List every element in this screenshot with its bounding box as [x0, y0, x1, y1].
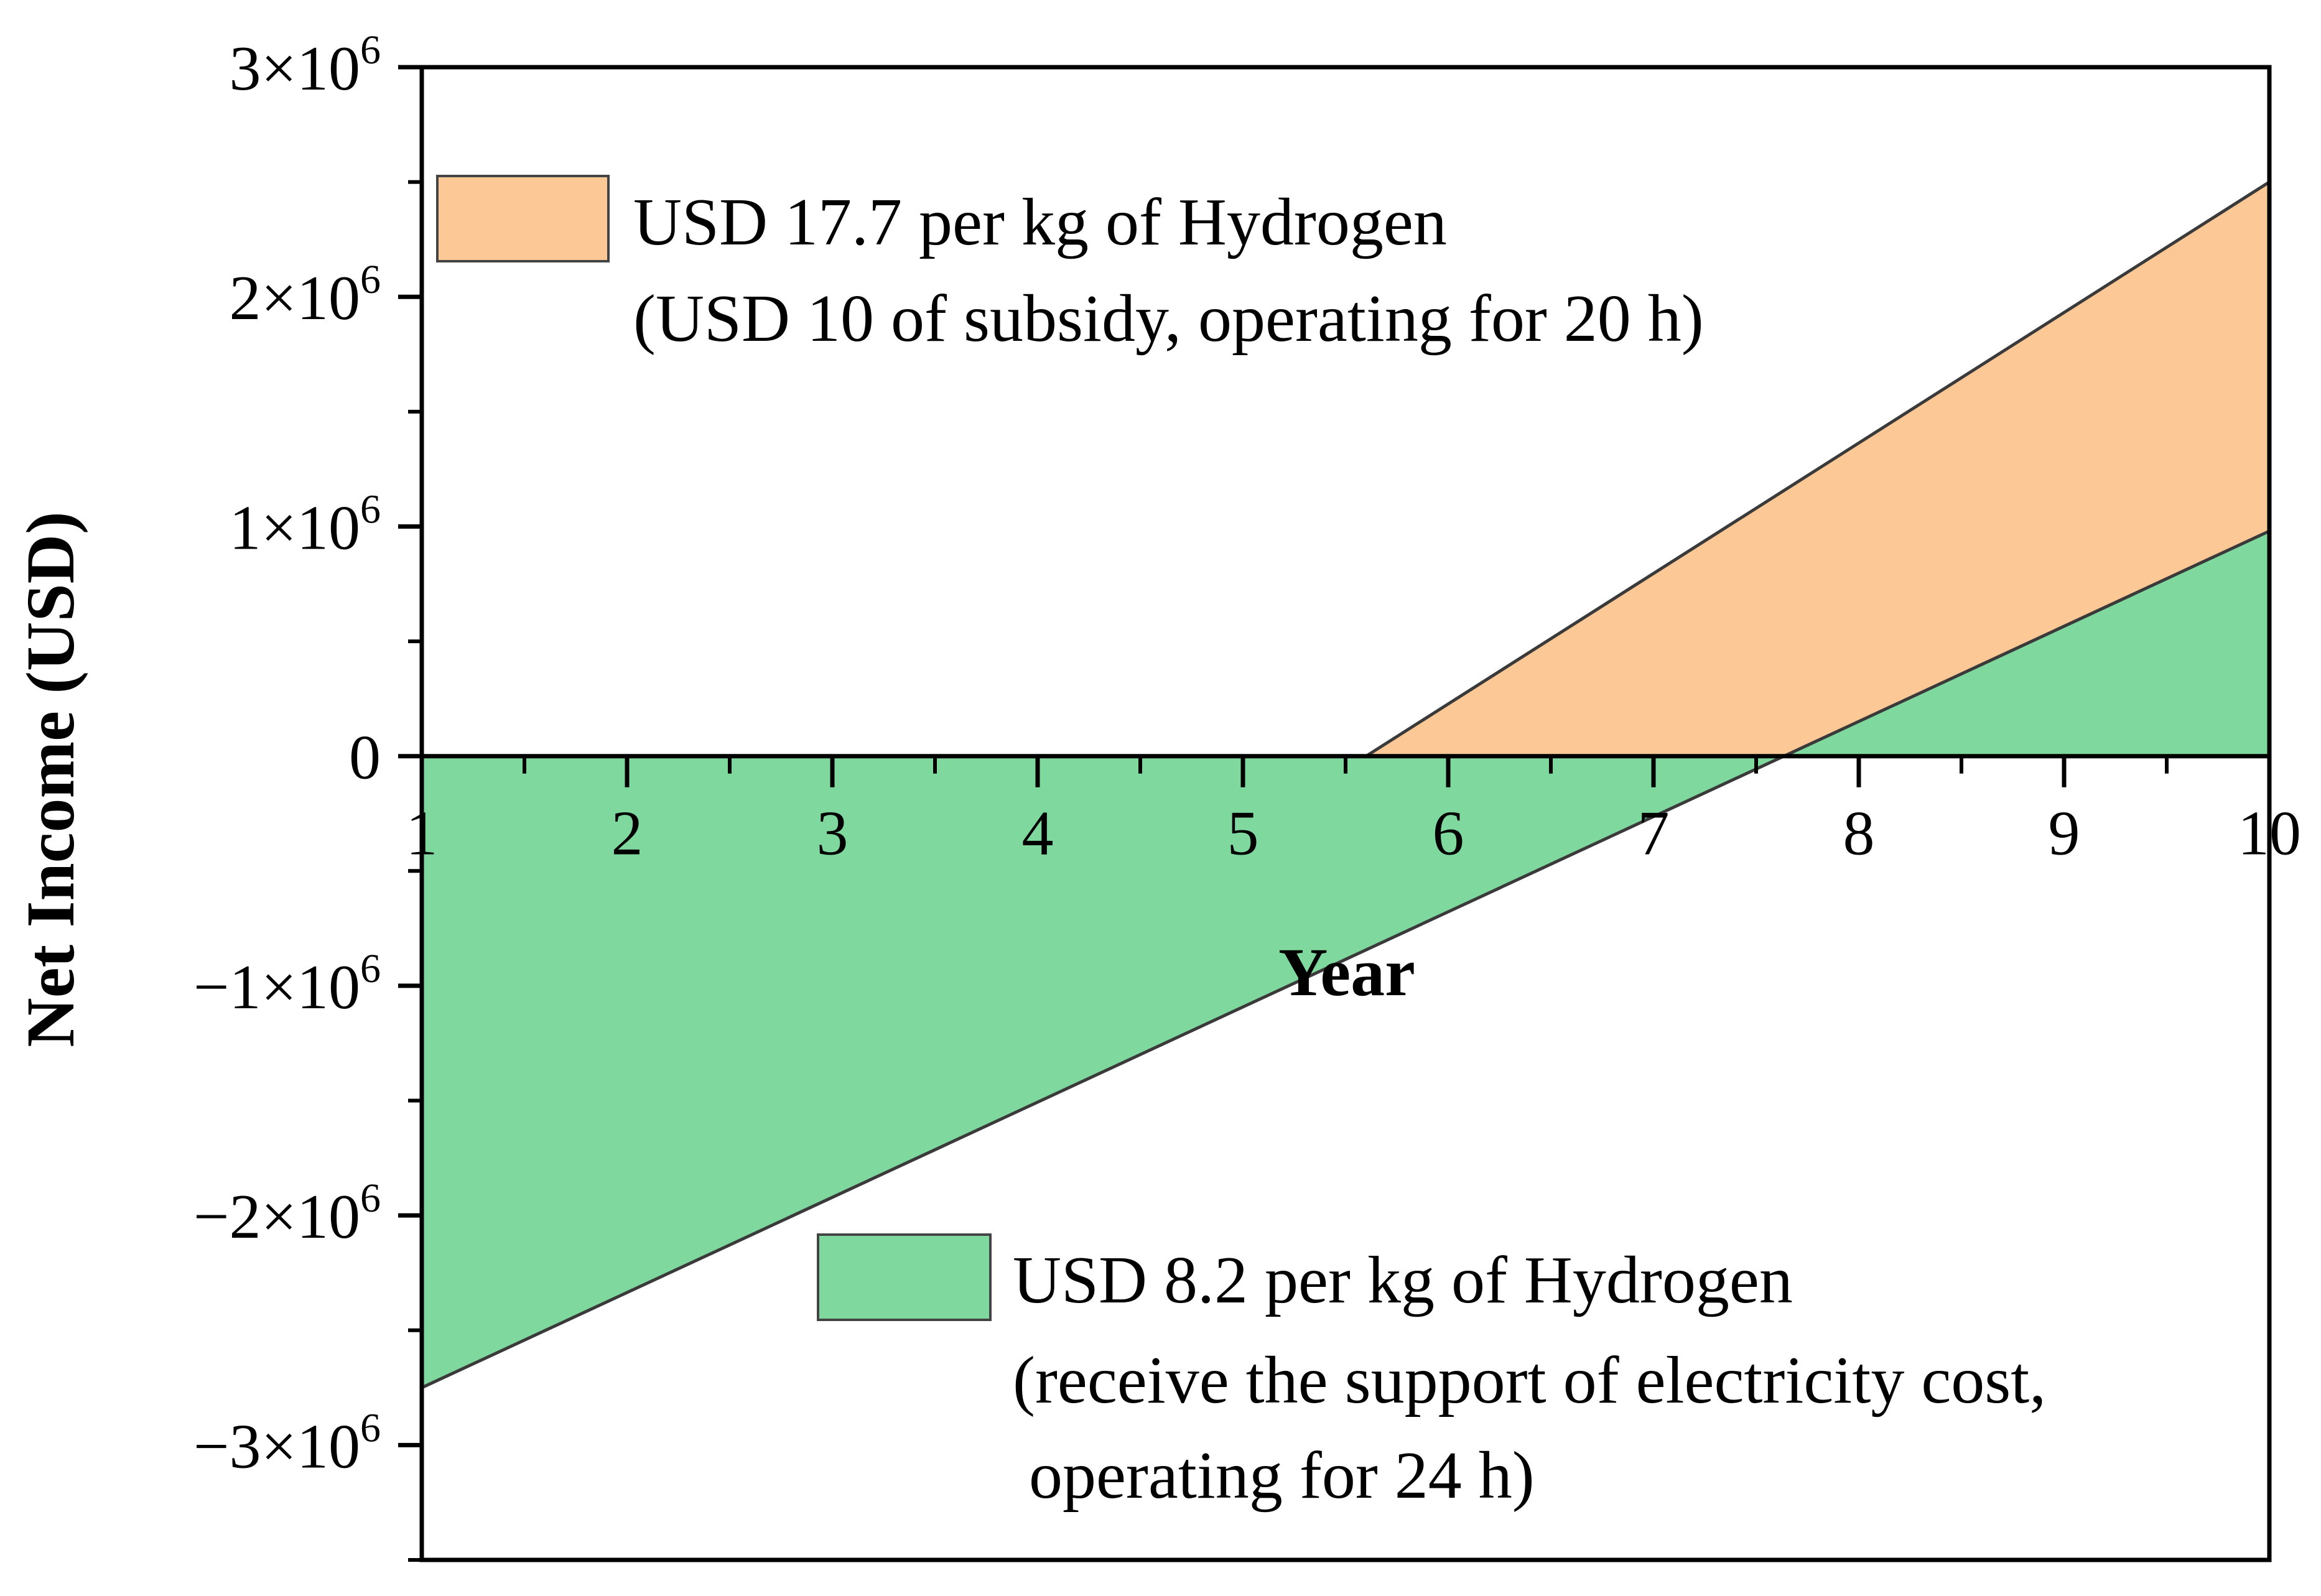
- legend-note-series-2: (receive the support of electricity cost…: [1013, 1343, 2046, 1417]
- x-tick-label: 6: [1433, 799, 1464, 869]
- series-line-2: [421, 529, 2271, 1390]
- legend-note2-series-2: operating for 24 h): [1029, 1439, 1535, 1513]
- x-tick-label: 5: [1227, 799, 1259, 869]
- y-tick-label: 0: [349, 723, 381, 793]
- series-line-1: [1365, 180, 2271, 758]
- y-tick-label: 1×106: [229, 486, 381, 563]
- x-tick-label: 10: [2238, 799, 2301, 869]
- legend-swatch-series-1: [436, 175, 610, 262]
- x-tick-label: 4: [1022, 799, 1054, 869]
- x-tick-label: 8: [1843, 799, 1875, 869]
- y-axis-title: Net Income (USD): [12, 511, 88, 1047]
- legend-label-series-2: USD 8.2 per kg of Hydrogen: [1013, 1243, 1793, 1317]
- plot-frame: [419, 65, 2272, 1562]
- x-tick-label: 2: [612, 799, 643, 869]
- legend-note-series-1: (USD 10 of subsidy, operating for 20 h): [633, 282, 1704, 356]
- x-tick-label: 7: [1638, 799, 1670, 869]
- y-tick-label: −3×106: [193, 1405, 381, 1482]
- y-tick-label: −1×106: [193, 946, 381, 1023]
- x-tick-label: 9: [2049, 799, 2080, 869]
- x-axis-title: Year: [1278, 934, 1415, 1010]
- legend-swatch-series-2: [817, 1233, 992, 1321]
- x-tick-label: 3: [817, 799, 849, 869]
- y-tick-label: −2×106: [193, 1176, 381, 1252]
- x-tick-label: 1: [406, 799, 438, 869]
- y-tick-label: 2×106: [229, 257, 381, 333]
- legend-label-series-1: USD 17.7 per kg of Hydrogen: [633, 185, 1447, 259]
- y-tick-label: 3×106: [229, 27, 381, 104]
